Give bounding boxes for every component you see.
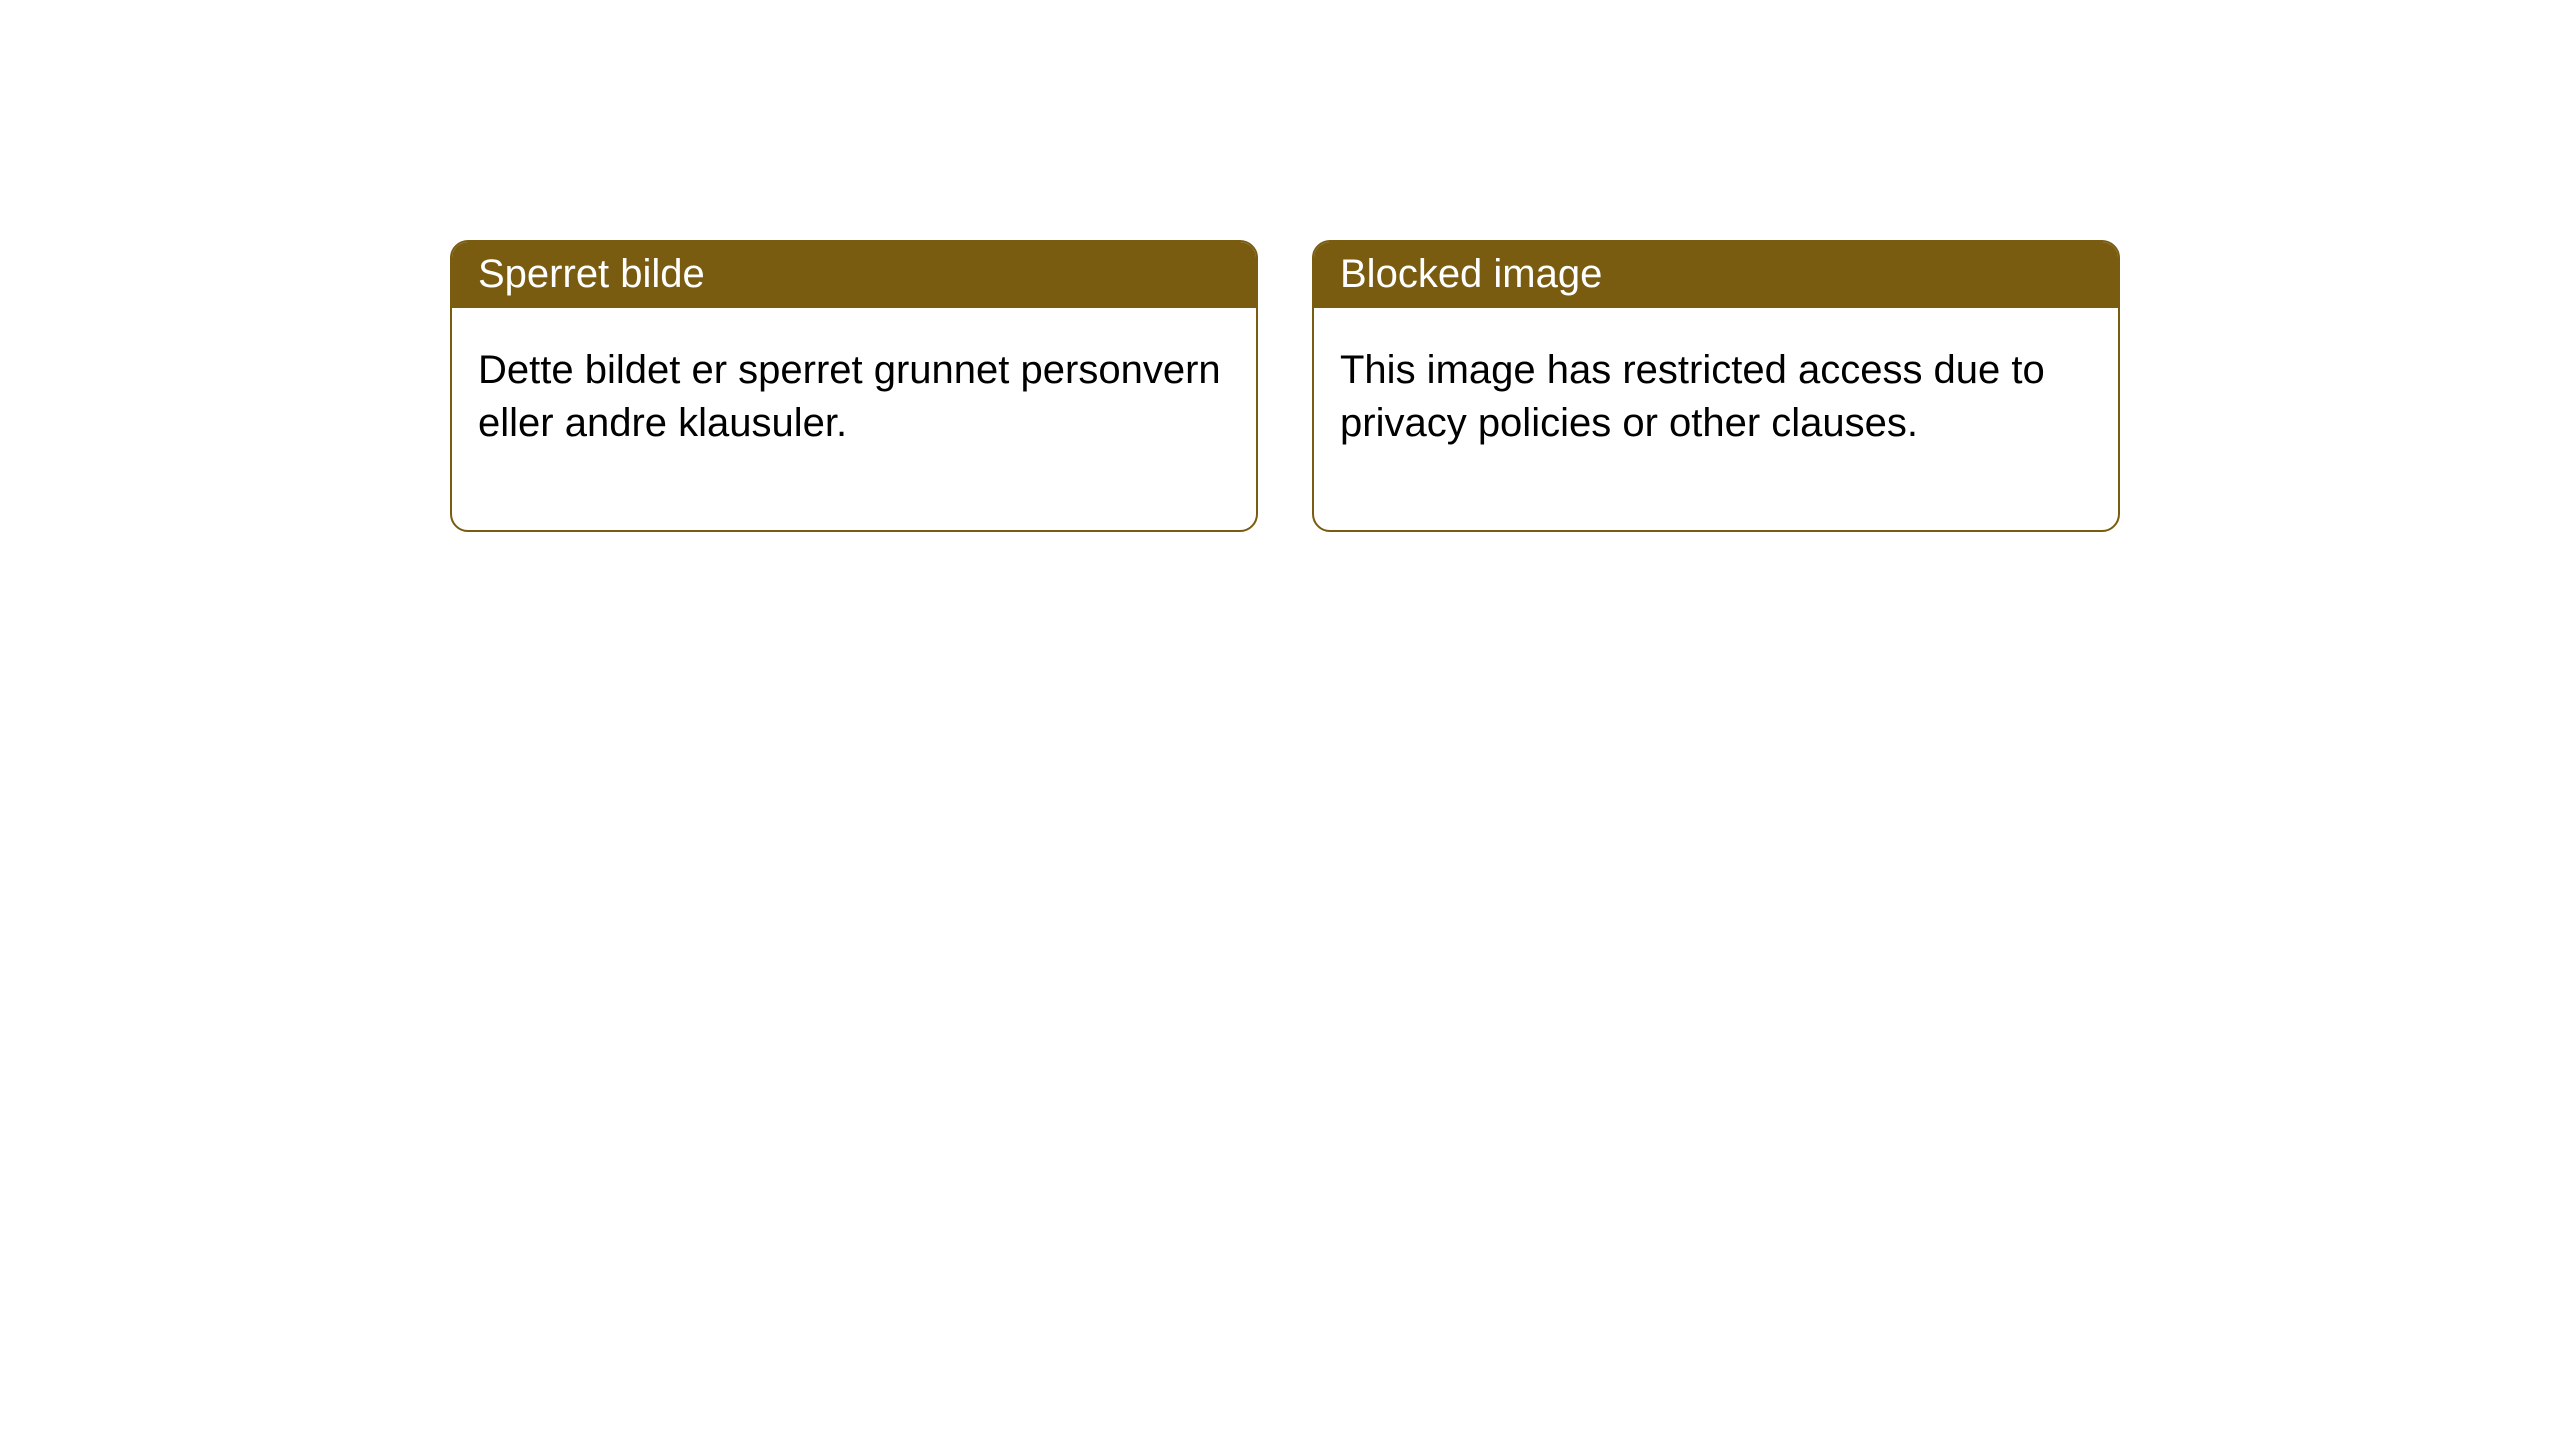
notice-card-header: Blocked image: [1314, 242, 2118, 308]
notice-container: Sperret bilde Dette bildet er sperret gr…: [0, 0, 2560, 532]
notice-card-header: Sperret bilde: [452, 242, 1256, 308]
notice-card-body: Dette bildet er sperret grunnet personve…: [452, 308, 1256, 530]
notice-card-body: This image has restricted access due to …: [1314, 308, 2118, 530]
notice-card-en: Blocked image This image has restricted …: [1312, 240, 2120, 532]
notice-card-no: Sperret bilde Dette bildet er sperret gr…: [450, 240, 1258, 532]
